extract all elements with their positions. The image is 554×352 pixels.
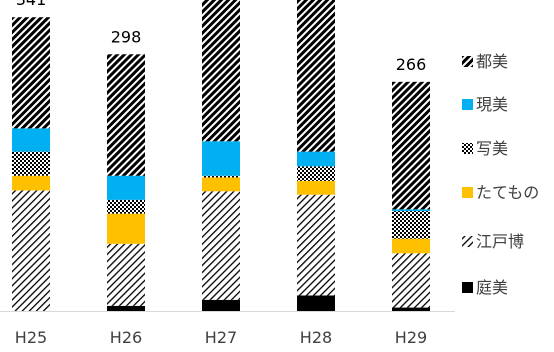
bar-segment-H27-s3: [202, 175, 240, 178]
bar-segment-H26-s5: [107, 54, 145, 176]
legend-label-4: 江戸博: [476, 232, 524, 251]
bar-segment-H27-s4: [202, 141, 240, 176]
legend-swatch-0: [462, 56, 473, 67]
bar-segment-H26-s3: [107, 199, 145, 214]
legend-swatch-4: [462, 236, 473, 247]
bar-segment-H26-s2: [107, 213, 145, 244]
bar-segment-H28-s5: [297, 0, 335, 152]
bar-segment-H28-s4: [297, 151, 335, 167]
bar-segment-H28-s3: [297, 166, 335, 181]
bars-group: [12, 0, 430, 311]
x-tick-label-H27: H27: [205, 328, 237, 347]
bar-segment-H27-s2: [202, 177, 240, 192]
x-tick-label-H28: H28: [300, 328, 332, 347]
bar-segment-H29-s2: [392, 238, 430, 254]
x-tick-labels: H25 H26 H27 H28 H29: [15, 328, 427, 347]
legend-label-0: 都美: [476, 52, 508, 71]
legend-swatch-1: [462, 99, 473, 110]
bar-segment-H27-s0: [202, 299, 240, 311]
legend-swatch-3: [462, 187, 473, 198]
bar-segment-H27-s5: [202, 0, 240, 142]
bar-segment-H25-s5: [12, 17, 50, 129]
bar-segment-H25-s4: [12, 128, 50, 152]
bar-segment-H25-s3: [12, 151, 50, 176]
bar-segment-H28-s0: [297, 295, 335, 311]
bar-segment-H25-s1: [12, 190, 50, 311]
bar-segment-H29-s3: [392, 211, 430, 239]
bar-segment-H27-s1: [202, 191, 240, 300]
legend-swatch-5: [462, 282, 473, 293]
total-label-H29: 266: [396, 55, 427, 74]
legend-swatch-2: [462, 143, 473, 154]
total-labels: 341 298 266: [16, 0, 427, 74]
bar-segment-H29-s5: [392, 81, 430, 210]
legend-label-5: 庭美: [476, 278, 508, 297]
total-label-H26: 298: [111, 27, 142, 46]
legend-label-3: たてもの: [476, 183, 539, 202]
bar-segment-H29-s4: [392, 209, 430, 212]
bar-segment-H28-s1: [297, 194, 335, 296]
legend-label-1: 現美: [476, 95, 508, 114]
bar-segment-H25-s2: [12, 175, 50, 191]
bar-segment-H26-s1: [107, 243, 145, 306]
bar-segment-H29-s1: [392, 253, 430, 308]
x-tick-label-H29: H29: [395, 328, 427, 347]
bar-segment-H28-s2: [297, 180, 335, 195]
bar-segment-H29-s0: [392, 307, 430, 311]
total-label-H25: 341: [16, 0, 47, 9]
bar-segment-H26-s0: [107, 305, 145, 311]
x-tick-label-H25: H25: [15, 328, 47, 347]
x-tick-label-H26: H26: [110, 328, 142, 347]
legend-label-2: 写美: [476, 139, 508, 158]
bar-segment-H26-s4: [107, 175, 145, 200]
